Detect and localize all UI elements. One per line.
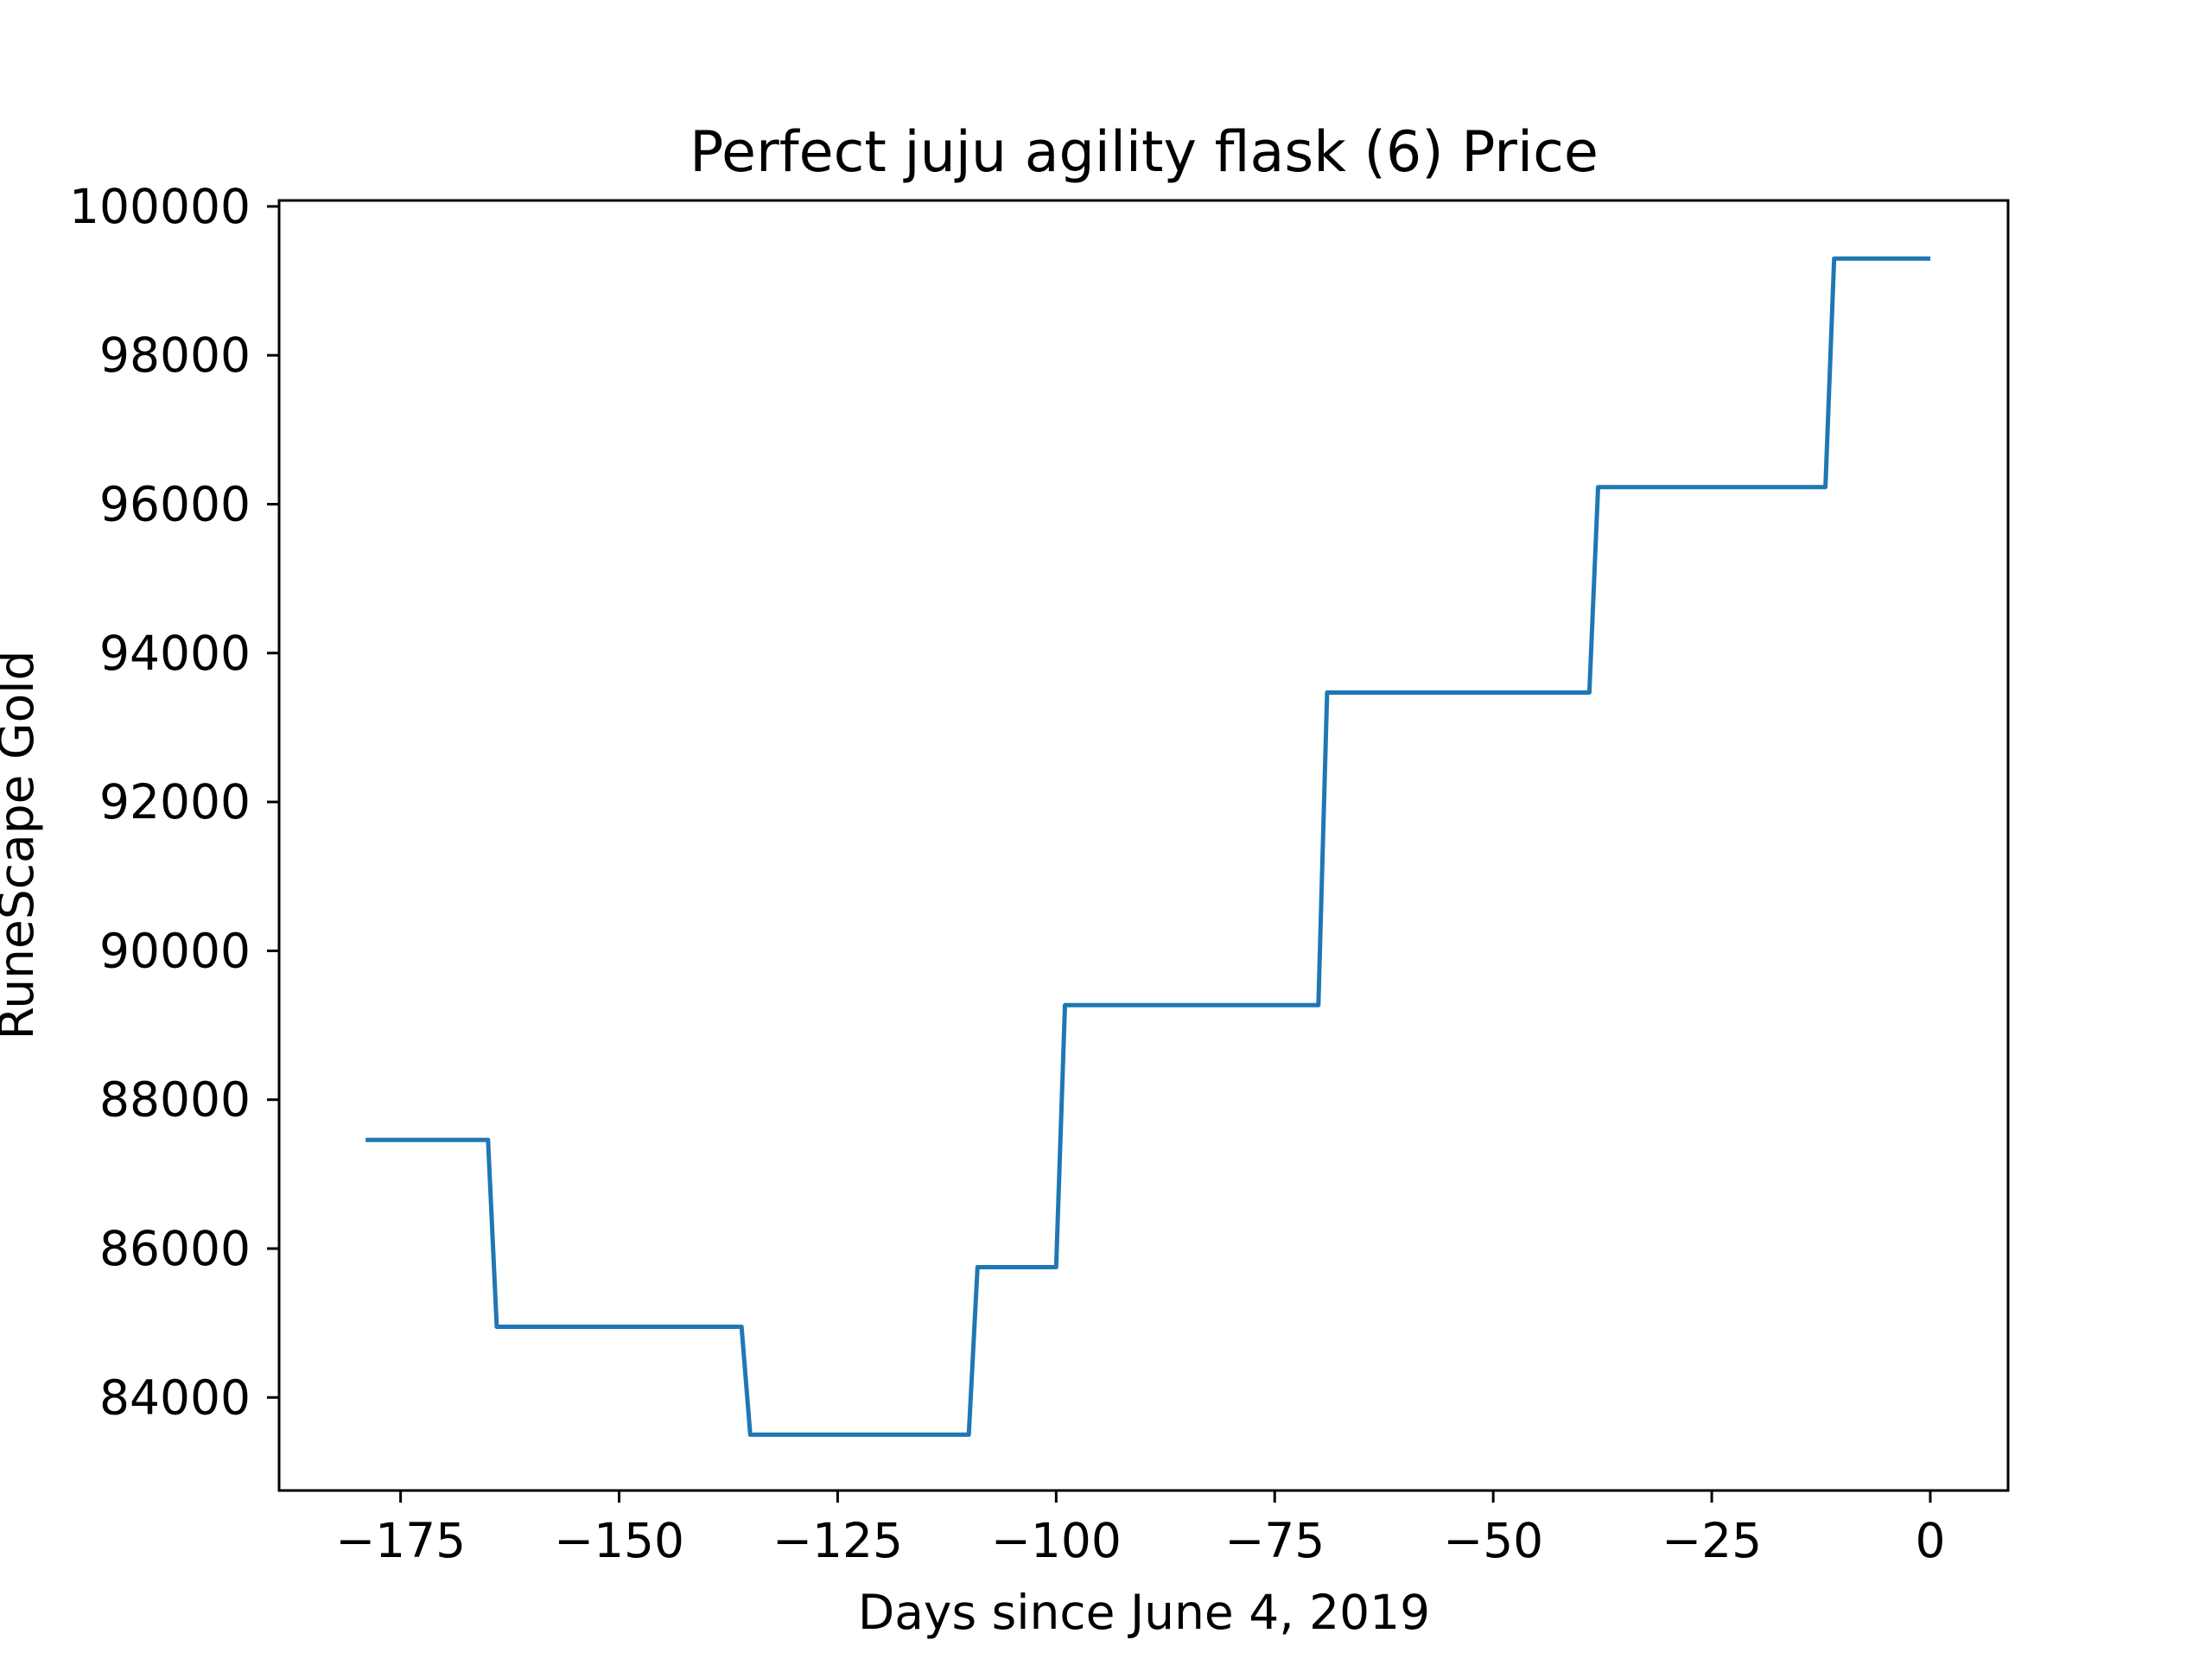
y-tick-label: 98000 <box>99 327 251 383</box>
plot-frame <box>277 199 2010 1492</box>
x-tick-label: −125 <box>772 1513 903 1568</box>
y-tick-label: 90000 <box>99 923 251 978</box>
y-axis-label: RuneScape Gold <box>0 651 44 1040</box>
x-tick-label: −175 <box>335 1513 466 1568</box>
x-axis-ticks: −175 −150 −125 −100 −75 −50 −25 0 <box>335 1491 1945 1568</box>
y-axis-ticks: 84000 86000 88000 90000 92000 94000 96000 98000… <box>69 179 279 1425</box>
x-tick-label: −75 <box>1224 1513 1325 1568</box>
x-tick-label: −100 <box>991 1513 1122 1568</box>
x-tick-label: −150 <box>554 1513 684 1568</box>
x-tick-label: 0 <box>1915 1513 1945 1568</box>
x-tick-label: −25 <box>1662 1513 1762 1568</box>
y-tick-label: 96000 <box>99 476 251 531</box>
y-tick-label: 84000 <box>99 1370 251 1425</box>
y-tick-label: 86000 <box>99 1221 251 1276</box>
x-tick-label: −50 <box>1443 1513 1543 1568</box>
y-tick-label: 88000 <box>99 1072 251 1128</box>
series-layer <box>365 256 1930 1437</box>
series-line-1 <box>365 256 1930 1437</box>
y-tick-label: 100000 <box>69 179 251 234</box>
x-axis-label: Days since June 4, 2019 <box>858 1585 1430 1640</box>
y-tick-label: 92000 <box>99 774 251 830</box>
chart-title: Perfect juju agility flask (6) Price <box>690 120 1599 185</box>
y-tick-label: 94000 <box>99 626 251 681</box>
